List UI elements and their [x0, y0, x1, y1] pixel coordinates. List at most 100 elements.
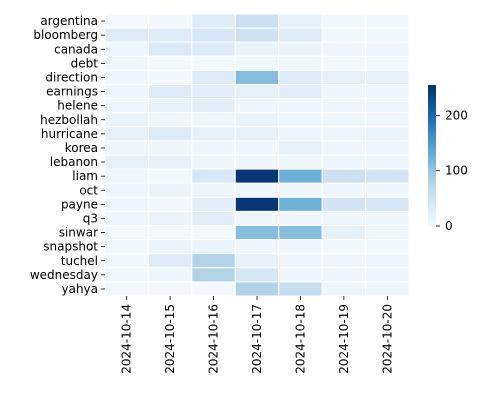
heatmap-cell: [104, 112, 149, 128]
colorbar-tick-label: 200: [445, 108, 468, 122]
heatmap-cell: [147, 225, 193, 241]
heatmap-cell: [278, 140, 323, 156]
heatmap-cell: [234, 196, 280, 212]
heatmap-cell: [147, 210, 193, 226]
row-label: sinwar: [59, 226, 98, 240]
heatmap-cell: [365, 210, 410, 226]
row-label: direction: [45, 70, 98, 84]
heatmap-cell: [234, 69, 280, 86]
heatmap-cell: [191, 281, 236, 297]
heatmap-cell: [278, 84, 323, 100]
row-label: helene: [57, 99, 98, 113]
heatmap-cell: [104, 281, 149, 297]
heatmap-cell: [191, 210, 236, 226]
heatmap-cell: [365, 84, 410, 100]
heatmap-cell: [321, 239, 367, 255]
heatmap-cell: [147, 253, 193, 269]
heatmap-cell: [147, 281, 193, 297]
heatmap-cell: [321, 168, 367, 184]
heatmap-cell: [234, 55, 280, 71]
heatmap-cell: [365, 112, 410, 128]
heatmap-cell: [278, 55, 323, 71]
heatmap-cell: [191, 13, 236, 29]
heatmap-cell: [104, 154, 149, 170]
heatmap-cell: [147, 27, 193, 43]
heatmap-cell: [104, 13, 149, 29]
heatmap-cell: [104, 225, 149, 241]
heatmap-cell: [191, 168, 236, 184]
heatmap-cell: [191, 84, 236, 100]
heatmap-cell: [104, 182, 149, 198]
colorbar-tick-label: 100: [445, 164, 468, 178]
heatmap-cell: [365, 154, 410, 170]
heatmap-cell: [191, 239, 236, 255]
column-labels: 2024-10-14 2024-10-15 2024-10-16 2024-10-17…: [120, 296, 394, 374]
heatmap-cell: [104, 267, 149, 283]
heatmap-cell: [147, 140, 193, 156]
heatmap-cell: [191, 253, 236, 269]
colorbar: 0 100 200: [428, 85, 468, 233]
heatmap-cell: [321, 253, 367, 269]
heatmap-cell: [321, 27, 367, 43]
heatmap-cell: [278, 267, 323, 283]
heatmap-cell: [147, 267, 193, 283]
row-label: hezbollah: [40, 113, 98, 127]
heatmap-cell: [147, 182, 193, 198]
heatmap-cell: [191, 140, 236, 156]
heatmap-cell: [234, 267, 280, 283]
heatmap-cell: [234, 126, 280, 142]
heatmap-cell: [191, 182, 236, 198]
heatmap-cell: [365, 13, 410, 29]
heatmap-cell: [191, 112, 236, 128]
row-label: wednesday: [30, 268, 98, 282]
heatmap-cell: [191, 126, 236, 142]
heatmap-cell: [278, 196, 323, 212]
heatmap-cell: [147, 154, 193, 170]
heatmap-cell: [234, 112, 280, 128]
heatmap-cell: [147, 13, 193, 29]
heatmap-cell: [321, 140, 367, 156]
heatmap-cell: [191, 267, 236, 283]
heatmap-cell: [234, 239, 280, 255]
row-label: bloomberg: [33, 28, 98, 42]
heatmap-cell: [234, 154, 280, 170]
column-label: 2024-10-18: [293, 304, 307, 374]
heatmap-cell: [147, 168, 193, 184]
heatmap-cell: [147, 69, 193, 86]
heatmap-cell: [147, 41, 193, 57]
heatmap-cell: [147, 55, 193, 71]
heatmap-cell: [278, 98, 323, 114]
heatmap-cell: [104, 41, 149, 57]
heatmap-cell: [365, 196, 410, 212]
heatmap-cell: [321, 41, 367, 57]
heatmap-cell: [104, 27, 149, 43]
row-label: earnings: [46, 85, 98, 99]
heatmap-cell: [365, 126, 410, 142]
row-label: debt: [71, 56, 99, 70]
heatmap-cell: [147, 126, 193, 142]
heatmap-cell: [278, 182, 323, 198]
heatmap-cell: [234, 182, 280, 198]
column-label: 2024-10-19: [337, 304, 351, 374]
heatmap-cell: [234, 27, 280, 43]
heatmap-cell: [321, 112, 367, 128]
heatmap-cell: [278, 112, 323, 128]
heatmap-cell: [278, 154, 323, 170]
column-label: 2024-10-14: [120, 304, 134, 374]
heatmap-cell: [278, 281, 323, 297]
heatmap-cell: [365, 281, 410, 297]
heatmap-cell: [278, 69, 323, 86]
row-label: snapshot: [43, 240, 98, 254]
heatmap-cell: [321, 196, 367, 212]
heatmap-cell: [104, 55, 149, 71]
heatmap-cell: [278, 41, 323, 57]
heatmap-cell: [147, 98, 193, 114]
heatmap-cell: [321, 154, 367, 170]
heatmap-cell: [147, 112, 193, 128]
heatmap-cell: [278, 253, 323, 269]
heatmap-cell: [234, 84, 280, 100]
column-label: 2024-10-16: [207, 304, 221, 374]
heatmap-cell: [321, 13, 367, 29]
heatmap-cell: [234, 281, 280, 297]
heatmap-cell: [321, 55, 367, 71]
